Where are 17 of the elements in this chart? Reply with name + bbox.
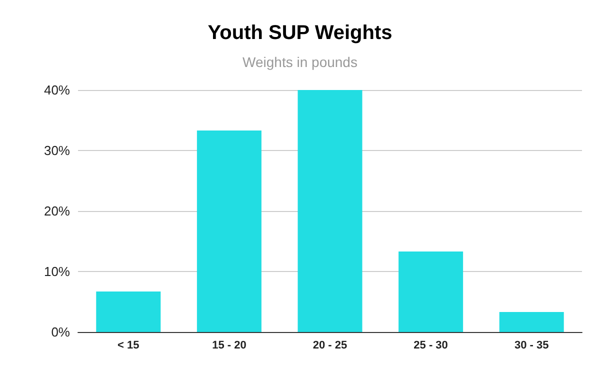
x-tick-label: 20 - 25 — [312, 340, 348, 352]
bar — [96, 291, 161, 332]
chart-title: Youth SUP Weights — [208, 22, 392, 44]
y-tick-label: 40% — [44, 82, 70, 98]
bar — [499, 312, 564, 332]
x-tick-label: 25 - 30 — [414, 340, 448, 352]
chart-subtitle: Weights in pounds — [242, 54, 358, 70]
y-tick-label: 0% — [51, 324, 70, 340]
x-tick-label: < 15 — [118, 340, 140, 352]
bar — [398, 252, 464, 332]
x-tick-label: 15 - 20 — [212, 340, 246, 352]
bar — [196, 130, 262, 332]
y-tick-label: 30% — [44, 143, 70, 158]
bar — [298, 90, 362, 332]
y-tick-label: 10% — [44, 264, 70, 279]
x-tick-label: 30 - 35 — [514, 340, 549, 352]
y-tick-label: 20% — [44, 204, 70, 218]
